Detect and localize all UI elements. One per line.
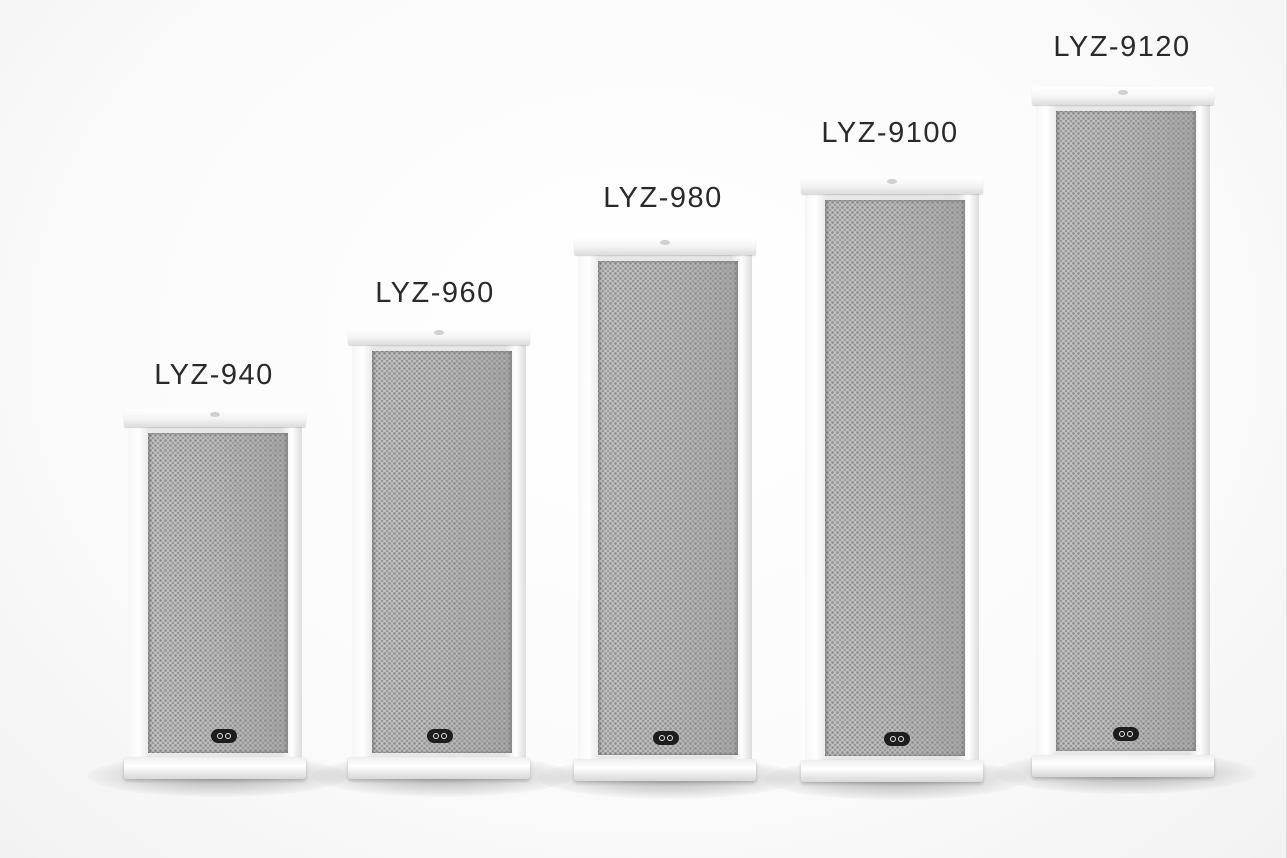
speaker-top-cap	[1032, 87, 1214, 105]
speaker-base	[574, 759, 756, 781]
speaker-lyz-960	[348, 327, 530, 779]
speaker-lyz-980	[574, 237, 756, 781]
speaker-brand-logo-icon	[884, 732, 910, 746]
speaker-lyz-940	[124, 409, 306, 779]
speaker-top-cap	[348, 327, 530, 345]
speaker-top-cap	[801, 176, 983, 194]
speaker-base	[1032, 755, 1214, 777]
model-label-lyz-9120: LYZ-9120	[1053, 31, 1191, 63]
speaker-brand-logo-icon	[211, 729, 237, 743]
speaker-brand-logo-icon	[1113, 727, 1139, 741]
speaker-top-cap	[574, 237, 756, 255]
speaker-lyz-9100	[801, 176, 983, 782]
speaker-top-cap	[124, 409, 306, 427]
speaker-grille	[372, 351, 512, 753]
speaker-lyz-9120	[1032, 87, 1214, 777]
speaker-base	[801, 760, 983, 782]
model-label-lyz-980: LYZ-980	[603, 182, 723, 214]
speaker-grille	[825, 200, 965, 756]
speaker-base	[124, 757, 306, 779]
speaker-brand-logo-icon	[427, 729, 453, 743]
speaker-grille	[148, 433, 288, 753]
speaker-base	[348, 757, 530, 779]
speaker-brand-logo-icon	[653, 731, 679, 745]
speaker-grille	[598, 261, 738, 755]
model-label-lyz-9100: LYZ-9100	[821, 117, 959, 149]
speaker-grille	[1056, 111, 1196, 751]
model-label-lyz-960: LYZ-960	[375, 277, 495, 309]
model-label-lyz-940: LYZ-940	[154, 359, 274, 391]
